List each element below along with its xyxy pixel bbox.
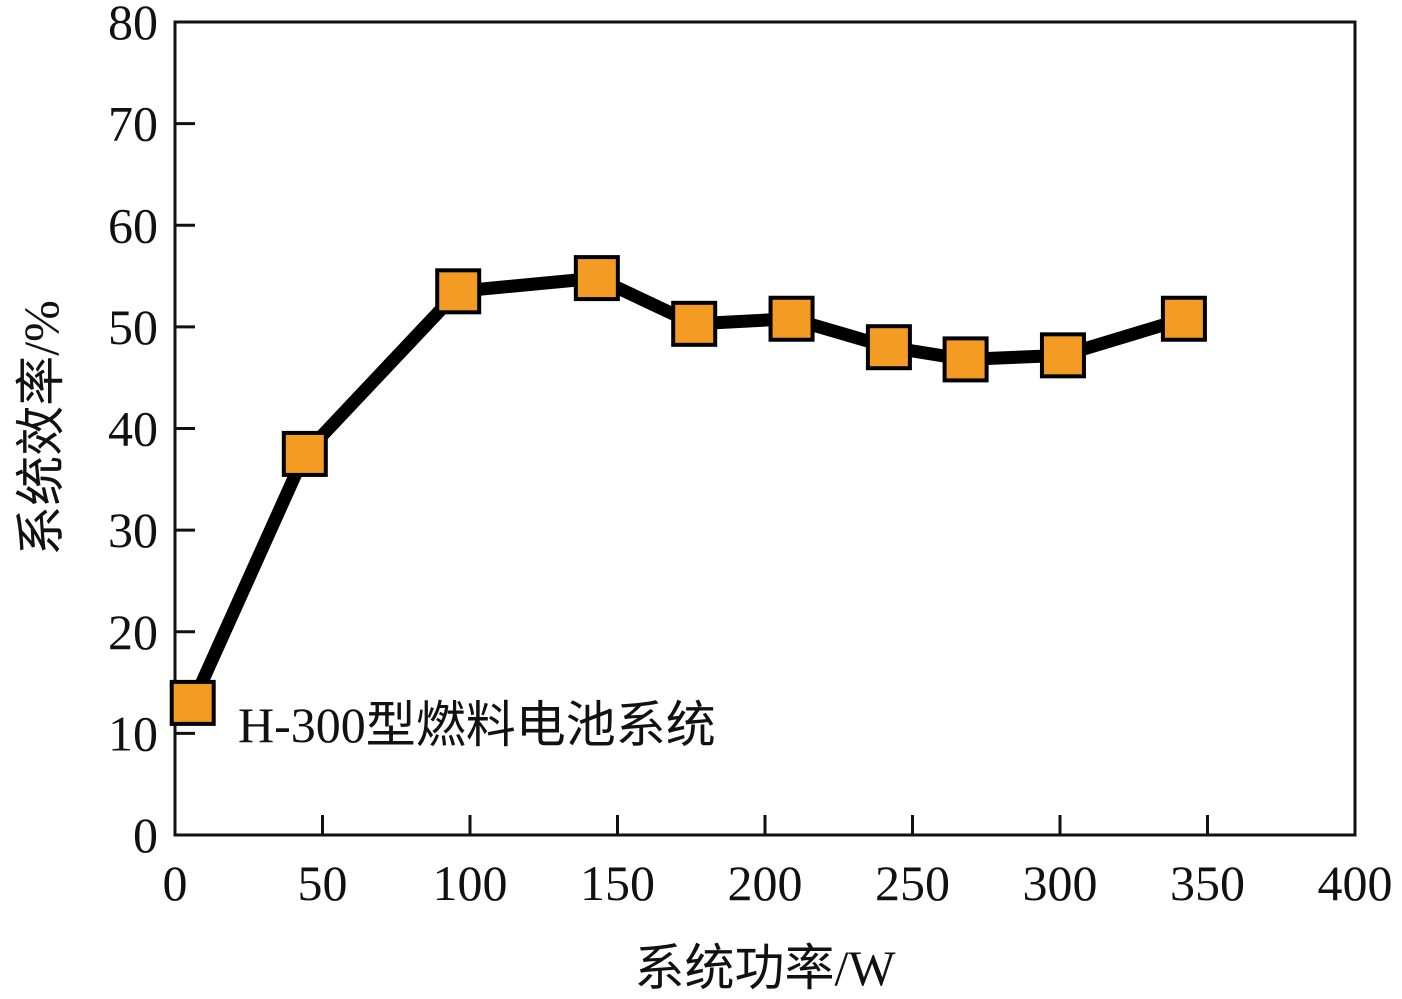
series-line	[186, 271, 1191, 710]
data-point-marker	[942, 336, 989, 383]
x-tick-label: 150	[580, 855, 655, 911]
data-point-marker	[768, 295, 815, 342]
data-point-marker	[281, 430, 328, 477]
y-tick-label: 60	[108, 197, 158, 253]
x-axis: 0 50 100 150 200 250 300 350 400	[163, 815, 1393, 911]
data-point-marker	[671, 300, 718, 347]
y-tick-label: 30	[108, 502, 158, 558]
y-tick-label: 80	[108, 0, 158, 50]
data-point-marker	[169, 679, 216, 726]
y-tick-label: 50	[108, 299, 158, 355]
data-point-marker	[435, 268, 482, 315]
data-point-marker	[573, 255, 620, 302]
x-tick-label: 200	[728, 855, 803, 911]
legend-label: H-300型燃料电池系统	[238, 697, 716, 753]
y-axis-title: 系统效率/%	[13, 300, 69, 556]
x-tick-label: 50	[298, 855, 348, 911]
x-tick-label: 350	[1170, 855, 1245, 911]
data-point-marker	[865, 324, 912, 371]
y-tick-label: 40	[108, 401, 158, 457]
data-point-marker	[1160, 295, 1207, 342]
y-tick-label: 10	[108, 705, 158, 761]
y-tick-label: 0	[133, 807, 158, 863]
y-tick-label: 70	[108, 96, 158, 152]
x-tick-label: 400	[1318, 855, 1393, 911]
x-tick-label: 300	[1023, 855, 1098, 911]
series-layer	[169, 255, 1207, 726]
x-tick-label: 0	[163, 855, 188, 911]
data-point-marker	[1039, 332, 1086, 379]
y-tick-label: 20	[108, 604, 158, 660]
y-axis: 0 10 20 30 40 50 60 70 80	[108, 0, 195, 863]
x-axis-title: 系统功率/W	[634, 940, 896, 996]
x-tick-label: 250	[875, 855, 950, 911]
x-tick-label: 100	[433, 855, 508, 911]
